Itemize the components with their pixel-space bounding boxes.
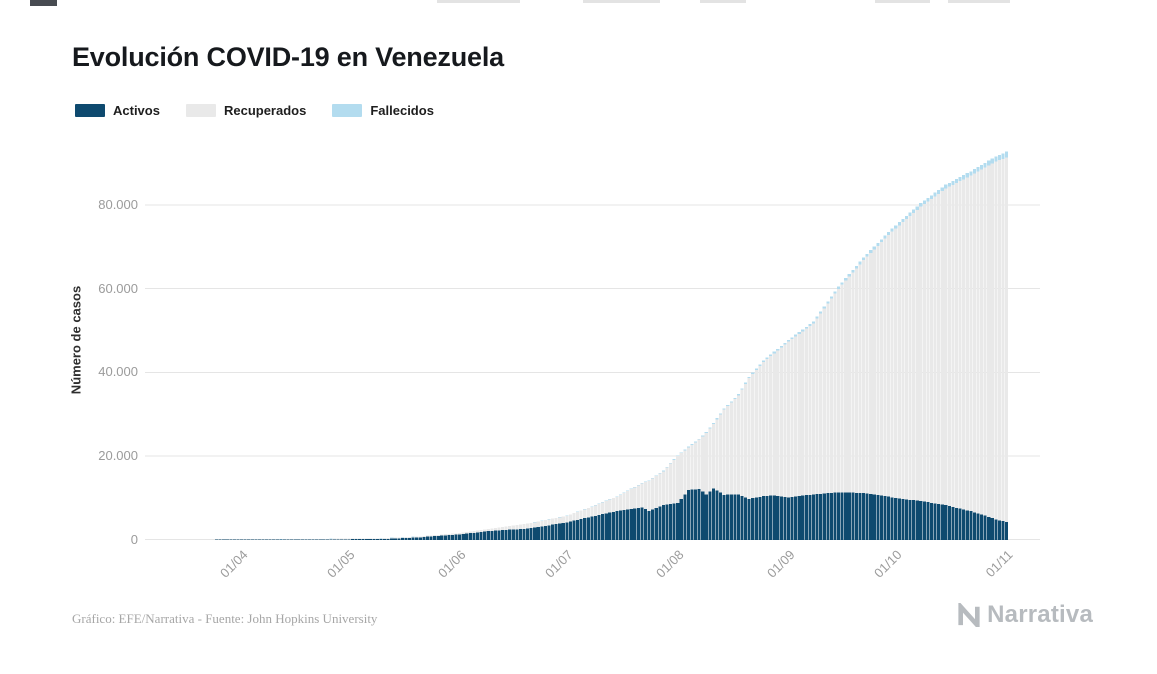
x-axis-tick-label: 01/05: [324, 547, 358, 581]
legend-item-activos: Activos: [75, 103, 160, 118]
y-axis-tick-label: 20.000: [98, 448, 138, 464]
y-axis-tick-label: 60.000: [98, 280, 138, 296]
top-edge-mark: [437, 0, 520, 3]
top-edge-mark: [875, 0, 930, 3]
chart-legend: Activos Recuperados Fallecidos: [75, 103, 434, 118]
x-axis-tick-label: 01/11: [982, 547, 1016, 580]
y-axis-tick-label: 40.000: [98, 364, 138, 380]
legend-swatch-recuperados: [185, 104, 216, 117]
x-axis-tick-label: 01/10: [871, 547, 905, 581]
narrativa-icon: [958, 603, 980, 627]
top-edge-mark: [583, 0, 660, 3]
legend-item-recuperados: Recuperados: [185, 103, 307, 118]
top-edge-mark: [700, 0, 746, 3]
chart-credit: Gráfico: EFE/Narrativa - Fuente: John Ho…: [72, 611, 378, 626]
y-axis-tick-label: 80.000: [98, 196, 138, 212]
legend-item-fallecidos: Fallecidos: [332, 103, 434, 118]
narrativa-wordmark: Narrativa: [987, 601, 1093, 628]
top-edge-dark-mark: [30, 0, 57, 6]
y-axis-title: Número de casos: [68, 285, 84, 395]
x-axis-tick-label: 01/07: [542, 547, 576, 581]
stacked-bar-chart: [145, 151, 1040, 540]
narrativa-logo: Narrativa: [957, 601, 1093, 629]
legend-swatch-fallecidos: [332, 104, 363, 117]
top-edge-mark: [948, 0, 1010, 3]
legend-label: Recuperados: [223, 103, 307, 118]
x-axis-tick-label: 01/06: [435, 547, 469, 581]
y-axis-tick-label: 0: [130, 532, 138, 547]
x-axis-tick-label: 01/09: [763, 547, 798, 581]
legend-label: Fallecidos: [370, 103, 434, 118]
legend-swatch-activos: [75, 104, 105, 117]
legend-label: Activos: [113, 103, 160, 118]
x-axis-tick-label: 01/04: [217, 547, 251, 581]
page-title: Evolución COVID-19 en Venezuela: [72, 42, 504, 72]
x-axis-tick-label: 01/08: [653, 547, 687, 581]
